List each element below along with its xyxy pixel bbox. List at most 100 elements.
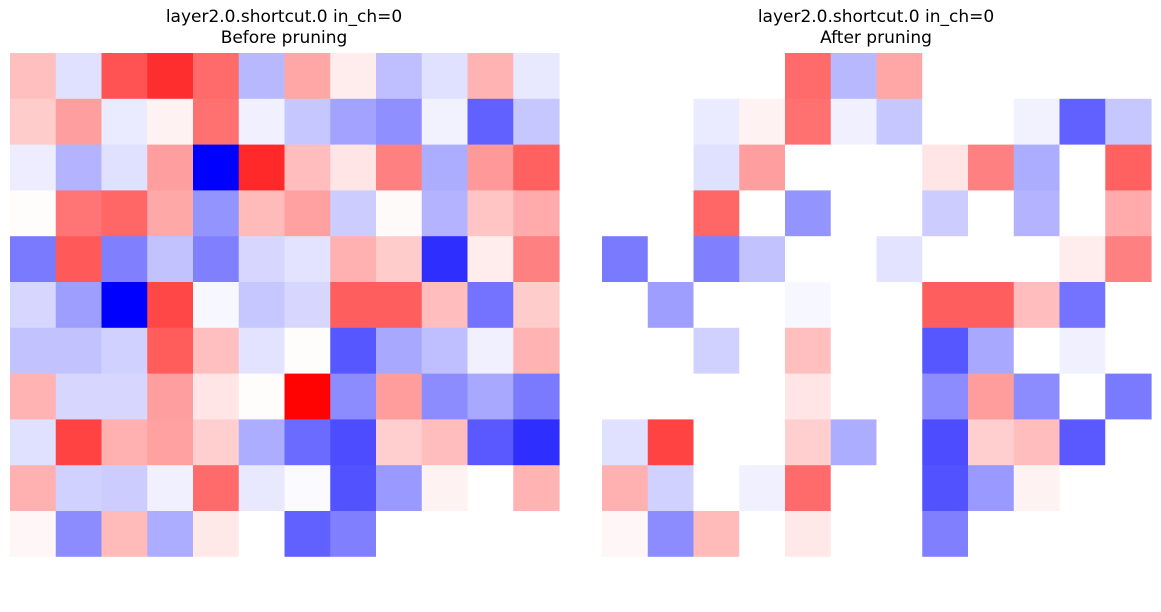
heatmap-cell-r8-c4 [785, 419, 832, 466]
heatmap-cell-r10-c10 [1059, 511, 1106, 558]
heatmap-cell-r4-c3 [147, 236, 194, 283]
heatmap-cell-r3-c9 [1013, 190, 1061, 237]
heatmap-cell-r9-c4 [193, 465, 240, 512]
heatmap-cell-r9-c3 [147, 465, 194, 512]
heatmap-cell-r11-c1 [647, 556, 695, 604]
heatmap-cell-r10-c6 [876, 511, 923, 558]
heatmap-cell-r2-c11 [1105, 144, 1152, 191]
heatmap-cell-r0-c6 [876, 53, 923, 100]
heatmap-cell-r1-c4 [785, 98, 832, 146]
heatmap-cell-r4-c8 [376, 236, 423, 283]
heatmap-cell-r0-c3 [147, 53, 194, 100]
heatmap-before-pruning [10, 53, 560, 604]
heatmap-cell-r10-c0 [602, 511, 649, 558]
heatmap-cell-r0-c9 [1013, 53, 1061, 100]
heatmap-cell-r6-c6 [876, 327, 923, 375]
heatmap-cell-r11-c2 [101, 556, 148, 604]
heatmap-cell-r8-c2 [101, 419, 148, 466]
heatmap-cell-r6-c0 [602, 327, 649, 375]
heatmap-cell-r4-c3 [739, 236, 786, 283]
heatmap-cell-r7-c6 [876, 373, 923, 420]
heatmap-cell-r4-c4 [193, 236, 240, 283]
heatmap-cell-r7-c10 [1059, 373, 1106, 420]
heatmap-cell-r11-c11 [513, 556, 560, 604]
heatmap-cell-r6-c1 [55, 327, 103, 375]
heatmap-cell-r8-c6 [284, 419, 331, 466]
heatmap-cell-r8-c10 [1059, 419, 1106, 466]
heatmap-cell-r8-c7 [330, 419, 377, 466]
heatmap-cell-r1-c3 [147, 98, 194, 146]
heatmap-cell-r1-c1 [55, 98, 103, 146]
heatmap-cell-r10-c6 [284, 511, 331, 558]
heatmap-cell-r1-c2 [101, 98, 148, 146]
heatmap-cell-r10-c11 [1105, 511, 1152, 558]
heatmap-cell-r2-c5 [238, 144, 286, 191]
heatmap-cell-r11-c2 [693, 556, 740, 604]
heatmap-cell-r3-c2 [101, 190, 148, 237]
heatmap-cell-r6-c9 [1013, 327, 1061, 375]
heatmap-cell-r8-c4 [193, 419, 240, 466]
heatmap-cell-r9-c7 [922, 465, 969, 512]
heatmap-cell-r2-c6 [876, 144, 923, 191]
heatmap-cell-r9-c0 [602, 465, 649, 512]
heatmap-cell-r5-c6 [284, 282, 331, 329]
heatmap-cell-r0-c2 [101, 53, 148, 100]
heatmap-cell-r6-c1 [647, 327, 695, 375]
heatmap-cell-r3-c10 [1059, 190, 1106, 237]
heatmap-cell-r10-c9 [1013, 511, 1061, 558]
heatmap-cell-r0-c8 [376, 53, 423, 100]
heatmap-cell-r5-c7 [330, 282, 377, 329]
heatmap-cell-r6-c4 [785, 327, 832, 375]
heatmap-cell-r1-c1 [647, 98, 695, 146]
heatmap-cell-r1-c5 [830, 98, 878, 146]
heatmap-cell-r10-c2 [693, 511, 740, 558]
heatmap-cell-r9-c4 [785, 465, 832, 512]
heatmap-cell-r7-c10 [467, 373, 514, 420]
heatmap-cell-r3-c11 [1105, 190, 1152, 237]
heatmap-cell-r2-c10 [1059, 144, 1106, 191]
heatmap-cell-r4-c2 [693, 236, 740, 283]
heatmap-cell-r0-c5 [830, 53, 878, 100]
heatmap-cell-r8-c7 [922, 419, 969, 466]
heatmap-cell-r9-c1 [55, 465, 103, 512]
heatmap-cell-r10-c5 [830, 511, 878, 558]
heatmap-cell-r3-c1 [647, 190, 695, 237]
heatmap-cell-r3-c8 [376, 190, 423, 237]
heatmap-cell-r3-c6 [284, 190, 331, 237]
heatmap-cell-r3-c4 [193, 190, 240, 237]
heatmap-cell-r6-c4 [193, 327, 240, 375]
heatmap-cell-r4-c5 [830, 236, 878, 283]
heatmap-cell-r8-c6 [876, 419, 923, 466]
heatmap-cell-r3-c7 [330, 190, 377, 237]
heatmap-cell-r6-c5 [830, 327, 878, 375]
heatmap-cell-r1-c9 [421, 98, 469, 146]
heatmap-cell-r7-c9 [1013, 373, 1061, 420]
heatmap-cell-r8-c10 [467, 419, 514, 466]
heatmap-cell-r7-c8 [376, 373, 423, 420]
heatmap-cell-r2-c5 [830, 144, 878, 191]
heatmap-cell-r1-c4 [193, 98, 240, 146]
heatmap-cell-r6-c2 [693, 327, 740, 375]
heatmap-cell-r1-c0 [602, 98, 649, 146]
heatmap-cell-r8-c1 [647, 419, 695, 466]
heatmap-cell-r0-c0 [10, 53, 57, 100]
heatmap-cell-r5-c10 [1059, 282, 1106, 329]
heatmap-cell-r0-c3 [739, 53, 786, 100]
heatmap-cell-r1-c2 [693, 98, 740, 146]
heatmap-cell-r1-c8 [376, 98, 423, 146]
heatmap-cell-r1-c7 [330, 98, 377, 146]
heatmap-cell-r10-c1 [55, 511, 103, 558]
heatmap-cell-r5-c3 [739, 282, 786, 329]
heatmap-cell-r8-c9 [1013, 419, 1061, 466]
heatmap-cell-r6-c8 [968, 327, 1015, 375]
heatmap-cell-r0-c7 [922, 53, 969, 100]
heatmap-cell-r5-c4 [785, 282, 832, 329]
heatmap-cell-r9-c7 [330, 465, 377, 512]
heatmap-cell-r5-c1 [647, 282, 695, 329]
heatmap-cell-r1-c8 [968, 98, 1015, 146]
heatmap-cell-r4-c1 [647, 236, 695, 283]
heatmap-cell-r7-c1 [647, 373, 695, 420]
heatmap-cell-r8-c5 [238, 419, 286, 466]
heatmap-cell-r6-c2 [101, 327, 148, 375]
heatmap-cell-r11-c7 [330, 556, 377, 604]
